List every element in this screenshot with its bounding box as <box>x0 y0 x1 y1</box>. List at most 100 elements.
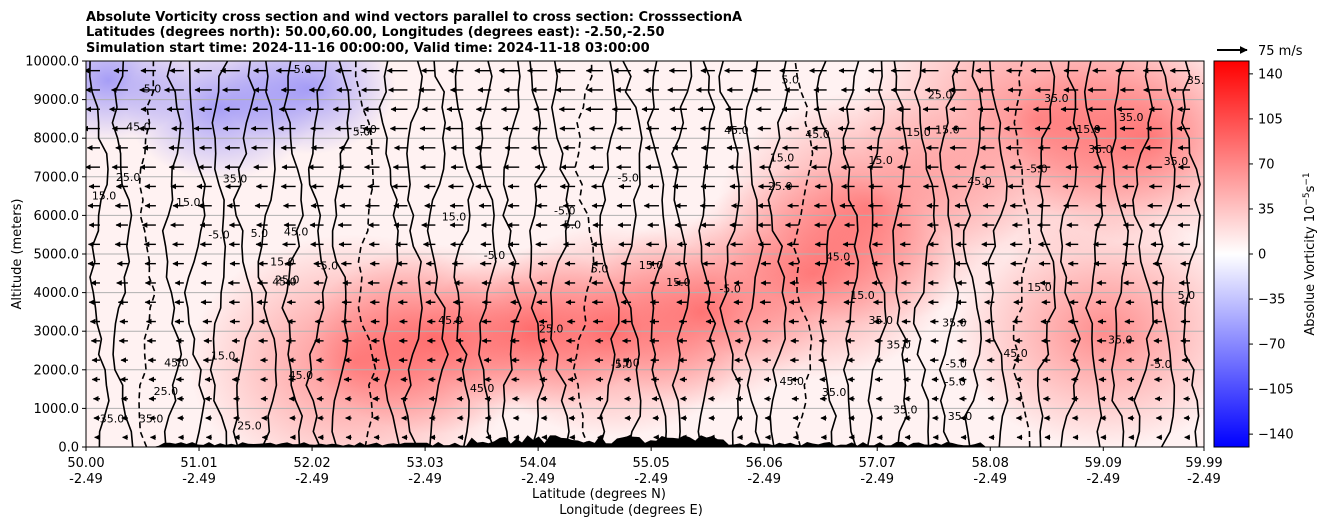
x-axis: 50.00-2.4951.01-2.4952.02-2.4953.03-2.49… <box>67 447 1223 487</box>
x-tick-label-lat: 57.07 <box>859 456 896 471</box>
y-tick-label: 6000.0 <box>34 209 80 224</box>
contour-label: 15.0 <box>211 350 236 363</box>
contour-label: 35.0 <box>1044 92 1069 105</box>
x-tick-label-lon: -2.49 <box>973 472 1007 487</box>
contour-label: 35.0 <box>1164 155 1189 168</box>
contour-line <box>1181 61 1201 447</box>
contour-label: 35.0 <box>869 314 894 327</box>
y-tick-label: 0.0 <box>58 441 79 456</box>
contour-line <box>209 61 229 447</box>
quiver-key-label: 75 m/s <box>1258 44 1303 59</box>
contour-label: -5.0 <box>554 205 575 218</box>
contour-line <box>426 61 449 447</box>
contour-label: 35.0 <box>1187 74 1212 87</box>
y-tick-label: 7000.0 <box>34 170 80 185</box>
contour-label: 45.0 <box>779 375 804 388</box>
vorticity-field <box>86 61 1204 447</box>
contour-label: 15.0 <box>1076 123 1101 136</box>
x-tick-label-lat: 58.08 <box>972 456 1009 471</box>
contour-label: 35.0 <box>822 386 847 399</box>
y-tick-label: 4000.0 <box>34 286 80 301</box>
contour-label: 5.0 <box>781 74 799 87</box>
x-tick-label-lon: -2.49 <box>408 472 442 487</box>
contour-label: 35.0 <box>139 412 164 425</box>
y-tick-label: 5000.0 <box>34 248 80 263</box>
negative-contour <box>1012 61 1032 447</box>
title-line-3: Simulation start time: 2024-11-16 00:00:… <box>86 41 650 56</box>
quiver-key: 75 m/s <box>1217 44 1303 59</box>
x-tick-label-lat: 54.04 <box>520 456 557 471</box>
contour-label: 15.0 <box>770 152 795 165</box>
colorbar-tick-label: 105 <box>1258 112 1283 127</box>
contour-label: 25.0 <box>116 171 141 184</box>
contour-line <box>1110 61 1130 447</box>
colorbar-tick-label: 0 <box>1258 248 1266 263</box>
colorbar-gradient <box>1213 60 1250 448</box>
contour-line <box>987 61 1009 447</box>
x-tick-label-lon: -2.49 <box>295 472 329 487</box>
contour-label: 35.0 <box>100 412 125 425</box>
contour-label: 35.0 <box>1119 111 1144 124</box>
contour-line <box>1083 61 1104 447</box>
contour-label: -5.0 <box>944 376 965 389</box>
y-tick-label: 10000.0 <box>25 55 79 70</box>
contour-line <box>232 61 256 447</box>
contour-label: 35.0 <box>223 172 248 185</box>
x-tick-label-lon: -2.49 <box>747 472 781 487</box>
x-tick-label-lon: -2.49 <box>1086 472 1120 487</box>
contour-label: 45.0 <box>438 314 463 327</box>
contour-label: 25.0 <box>539 322 564 335</box>
colorbar-label-sup: −5 <box>1302 192 1312 205</box>
contour-label: 5.0 <box>294 63 312 76</box>
contour-label: 35.0 <box>893 403 918 416</box>
title-line-1: Absolute Vorticity cross section and win… <box>86 10 742 25</box>
x-tick-label-lat: 55.05 <box>633 456 670 471</box>
contour-label: 25.0 <box>928 89 953 102</box>
contour-line <box>744 61 764 447</box>
x-tick-label-lat: 51.01 <box>180 456 217 471</box>
contour-line <box>281 61 304 447</box>
x-tick-label-lon: -2.49 <box>69 472 103 487</box>
contour-label: 25.0 <box>237 419 262 432</box>
colorbar-tick-label: 70 <box>1258 157 1275 172</box>
contour-line <box>1156 61 1176 447</box>
contour-label: 35.0 <box>948 410 973 423</box>
contour-line <box>599 61 620 447</box>
contour-line <box>842 61 860 447</box>
contour-label: 15.0 <box>442 211 467 224</box>
contour-line <box>815 61 837 447</box>
contour-label: 15.0 <box>1027 281 1052 294</box>
contour-line <box>478 61 497 447</box>
title-line-2: Latitudes (degrees north): 50.00,60.00, … <box>86 25 665 40</box>
contour-line <box>305 61 328 447</box>
contour-label: 35.0 <box>942 317 967 330</box>
y-tick-label: 9000.0 <box>34 93 80 108</box>
x-tick-label-lon: -2.49 <box>860 472 894 487</box>
negative-contour <box>572 61 595 447</box>
contour-line <box>622 61 643 447</box>
contour-label: 45.0 <box>284 225 309 238</box>
colorbar-label: Absolue Vorticity 10−5s−1 <box>1302 172 1318 335</box>
x-tick-label-lat: 59.99 <box>1185 456 1222 471</box>
contour-line <box>1036 61 1057 447</box>
x-tick-label-lat: 59.09 <box>1085 456 1122 471</box>
contour-line <box>183 61 206 447</box>
contour-label: -5.0 <box>484 249 505 262</box>
contour-line <box>257 61 278 447</box>
contour-line <box>529 61 546 447</box>
contour-line <box>671 61 693 447</box>
x-axis-label-latitude: Latitude (degrees N) <box>532 487 666 502</box>
contour-line <box>962 61 983 447</box>
chart-title: Absolute Vorticity cross section and win… <box>86 10 742 56</box>
contour-line <box>718 61 741 447</box>
vorticity-blob <box>1011 61 1204 245</box>
colorbar-tick-label: −105 <box>1258 383 1294 398</box>
contour-line <box>111 61 134 447</box>
x-tick-label-lat: 52.02 <box>293 456 330 471</box>
contour-line <box>402 61 424 447</box>
contour-label: 25.0 <box>154 385 179 398</box>
contour-line <box>453 61 475 447</box>
contour-label: 35.0 <box>1088 143 1113 156</box>
contour-label: 45.0 <box>126 121 151 134</box>
colorbar-label-unit: s <box>1303 185 1318 192</box>
